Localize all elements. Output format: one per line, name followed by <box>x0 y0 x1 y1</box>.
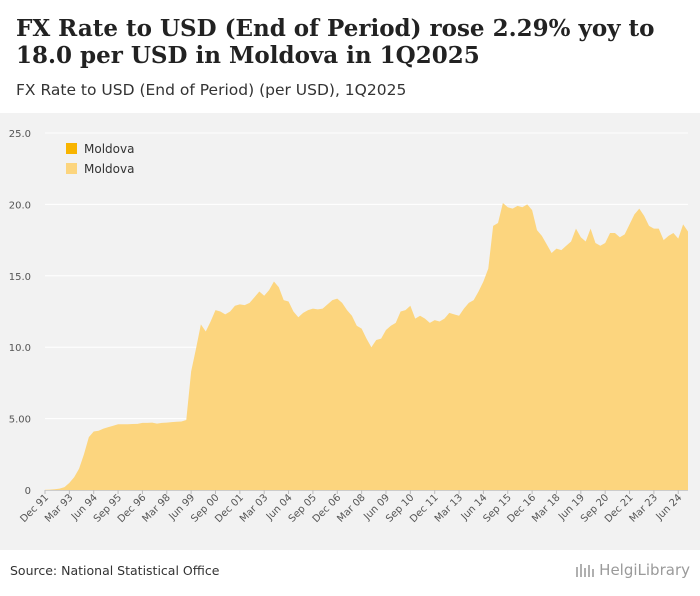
legend-label-1: Moldova <box>84 142 134 156</box>
y-tick-label: 10.0 <box>9 343 31 354</box>
chart-subtitle: FX Rate to USD (End of Period) (per USD)… <box>16 81 407 99</box>
y-tick-label: 15.0 <box>9 272 31 283</box>
legend-swatch-light <box>66 163 77 174</box>
y-tick-label: 20.0 <box>9 200 31 211</box>
y-tick-label: 5.00 <box>9 415 31 426</box>
x-tick-label: Jun 24 <box>654 492 685 523</box>
legend-label-2: Moldova <box>84 162 134 176</box>
source-note: Source: National Statistical Office <box>10 563 220 578</box>
brand-name: HelgiLibrary <box>599 561 690 579</box>
brand-logo: HelgiLibrary <box>575 561 690 579</box>
legend: Moldova Moldova <box>66 142 134 176</box>
page-title: FX Rate to USD (End of Period) rose 2.29… <box>16 15 655 69</box>
y-tick-label: 0 <box>25 486 31 497</box>
legend-swatch-dark <box>66 143 77 154</box>
y-axis-ticks: 0 5.00 10.0 15.0 20.0 25.0 <box>9 129 31 497</box>
library-icon <box>576 564 595 577</box>
area-series-moldova <box>45 202 688 490</box>
y-tick-label: 25.0 <box>9 129 31 140</box>
